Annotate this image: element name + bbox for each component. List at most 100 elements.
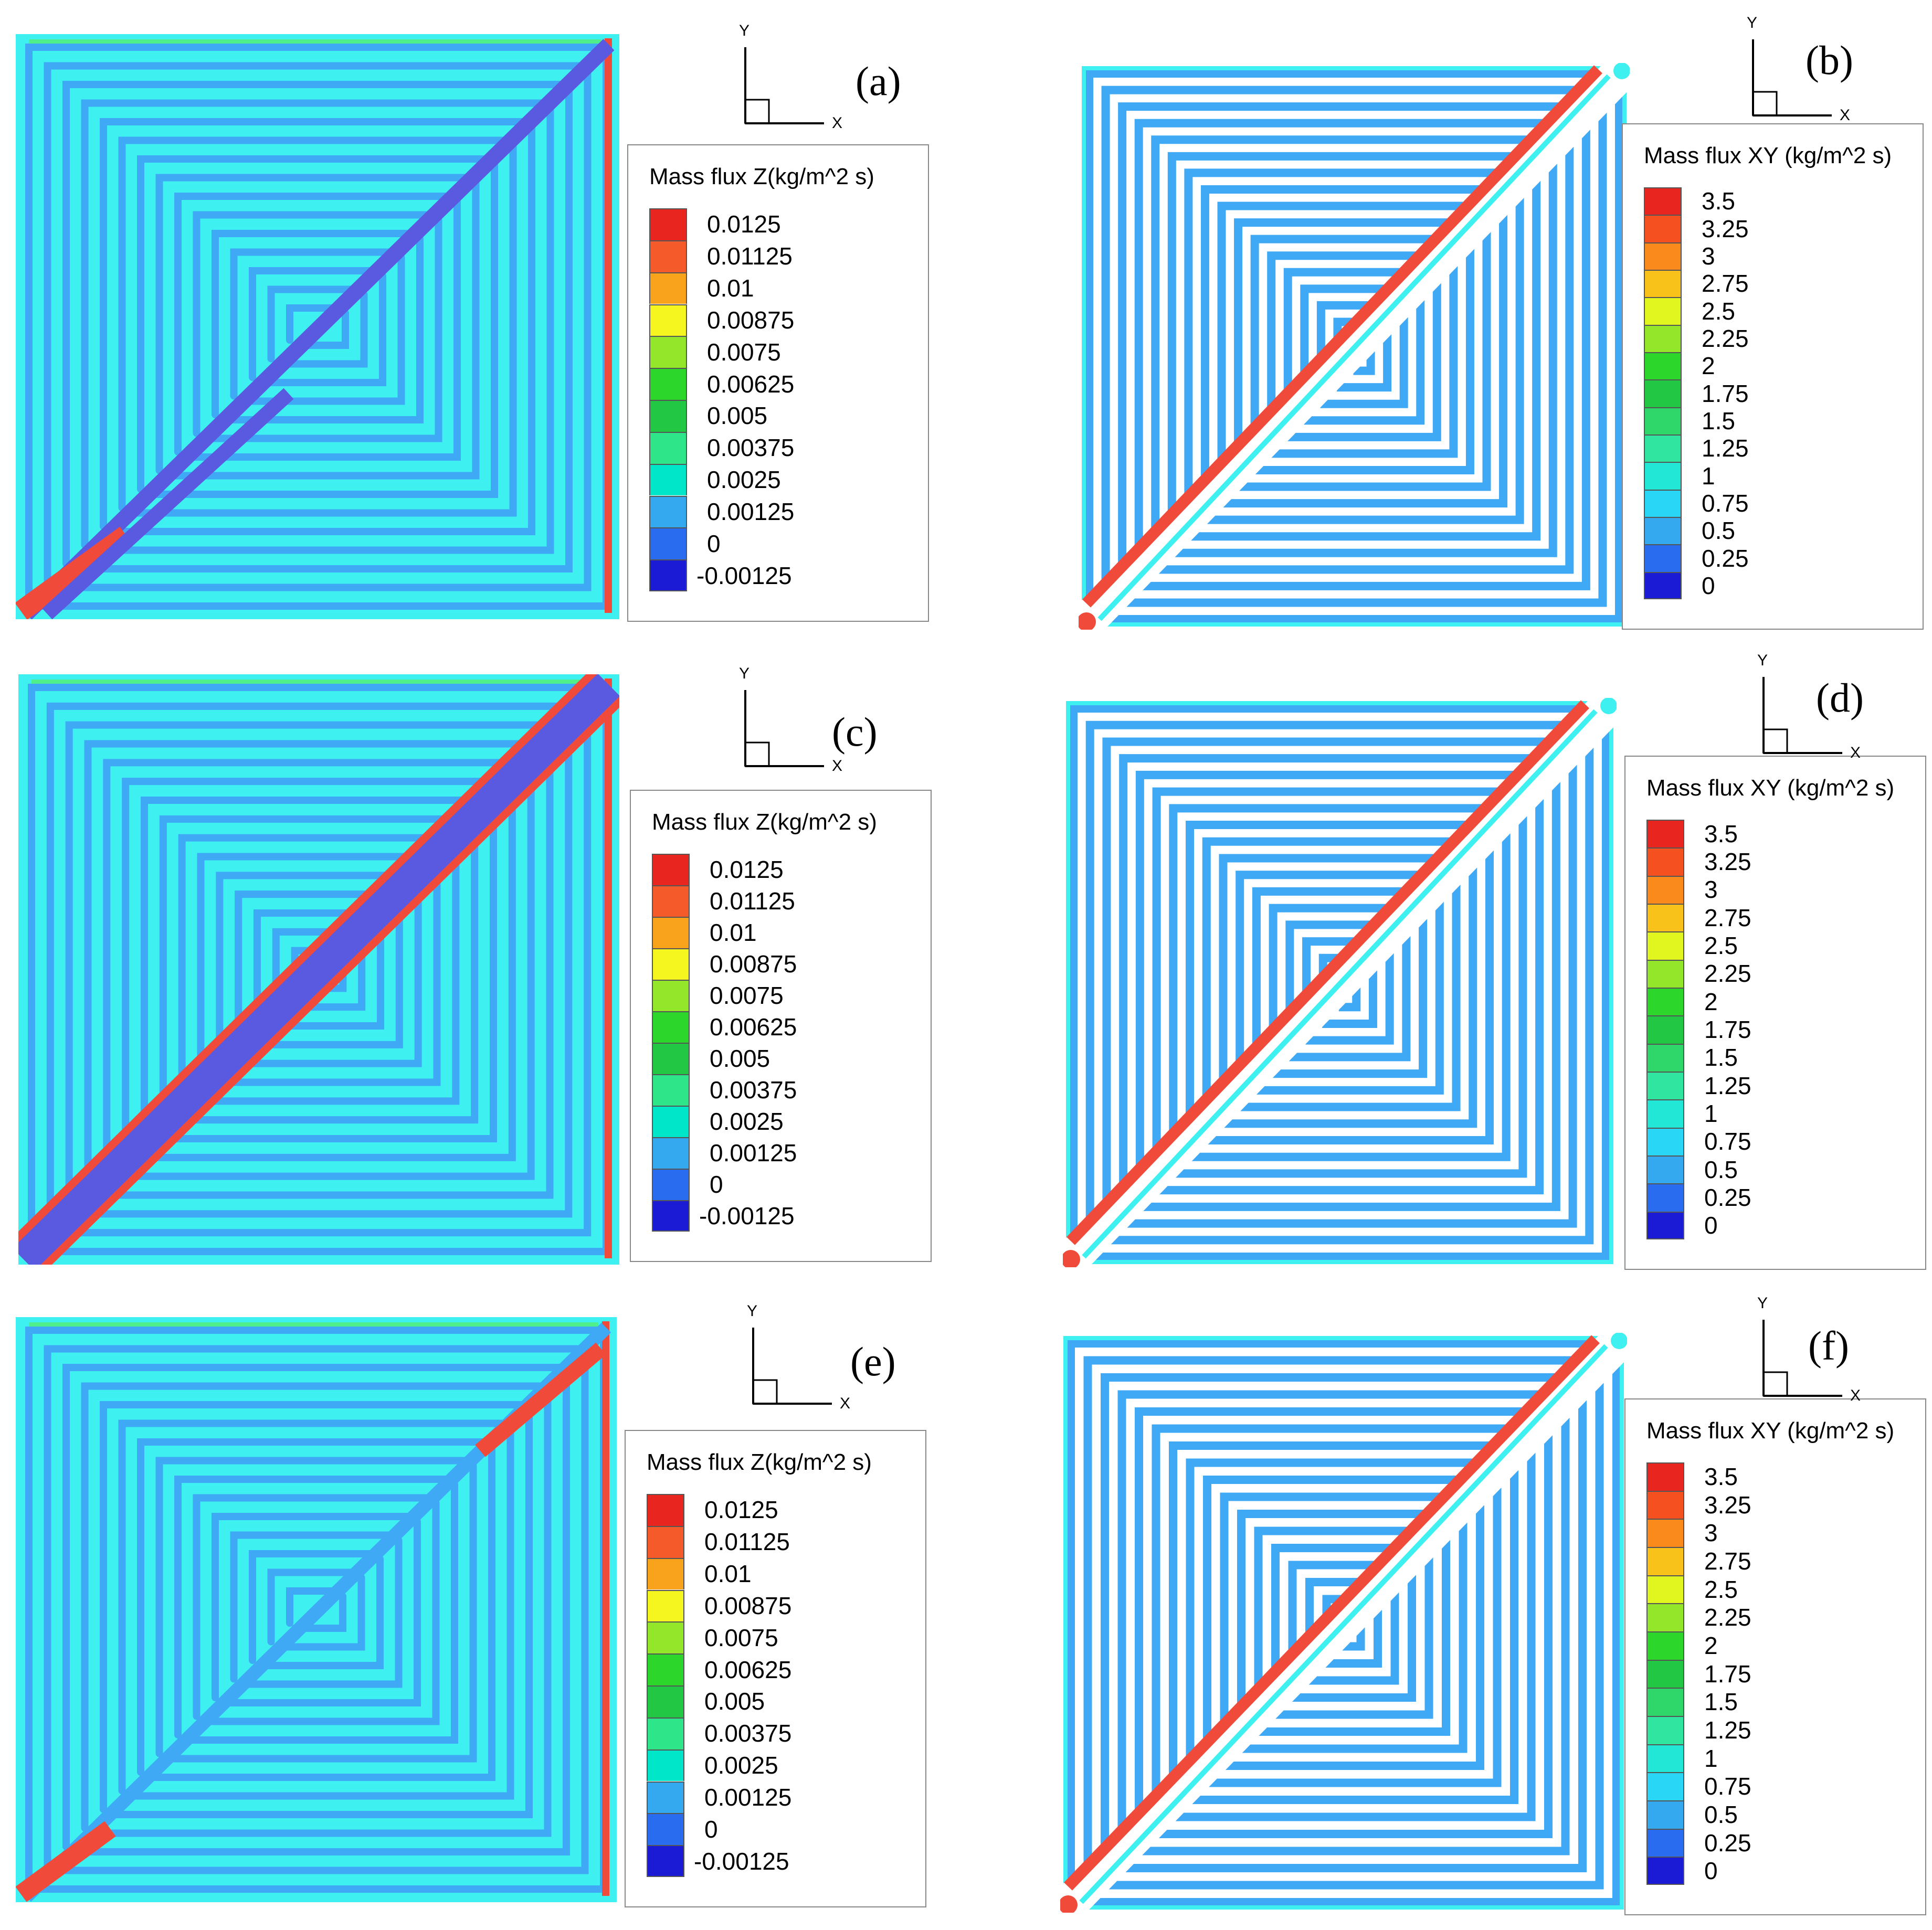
contour-svg — [18, 674, 619, 1265]
colorbar-tick-label: 1.75 — [1704, 1660, 1751, 1688]
axis-x-label: X — [1850, 1387, 1861, 1404]
channel-lower — [1291, 1564, 1416, 1702]
colorbar-tick-label: 0 — [704, 1815, 718, 1843]
colorbar-swatch — [649, 431, 687, 464]
colorbar-tick-label: 3.5 — [1704, 1462, 1738, 1490]
colorbar-swatch — [647, 1813, 684, 1846]
contour-plot-e — [16, 1317, 617, 1902]
colorbar-tick-label: 0.01 — [710, 919, 757, 946]
contour-band-upper — [62, 81, 567, 567]
colorbar-swatch — [647, 1653, 684, 1685]
channel-upper — [1236, 871, 1424, 1075]
channel-lower — [1308, 1581, 1399, 1685]
contour-band-upper — [81, 1382, 546, 1832]
contour-band-lower — [146, 802, 497, 1142]
panel-label: (f) — [1808, 1323, 1849, 1369]
colorbar-tick-label: 3.25 — [1702, 215, 1749, 242]
axis-x-label: X — [840, 1395, 851, 1412]
channel-lower — [1172, 807, 1527, 1178]
colorbar-swatch — [1646, 1015, 1684, 1044]
colorbar-tick-label: 0.005 — [710, 1045, 770, 1072]
channel-lower — [1139, 774, 1560, 1211]
channel-lower — [1189, 824, 1511, 1161]
channel-upper — [1169, 804, 1491, 1141]
colorbar-tick-label: 0.005 — [704, 1688, 765, 1715]
colorbar-swatch — [1646, 1828, 1684, 1857]
channel-upper — [1152, 1424, 1516, 1801]
colorbar-tick-label: 1.25 — [1704, 1072, 1751, 1099]
colorbar-tick-label: 3.5 — [1704, 820, 1738, 847]
colorbar-swatch — [652, 1011, 690, 1043]
colorbar-tick-label: 0.0125 — [704, 1496, 778, 1524]
channel-upper — [1169, 1441, 1498, 1784]
colorbar-tick-label: 0.0075 — [707, 338, 781, 366]
colorbar-tick-label: 0.00625 — [707, 370, 795, 398]
outlet-port — [1611, 1333, 1627, 1349]
colorbar-swatch — [649, 368, 687, 400]
channel-upper — [1237, 1510, 1430, 1716]
contour-band-lower — [217, 235, 424, 423]
channel-lower — [1320, 304, 1408, 408]
contour-band-lower — [108, 764, 535, 1180]
colorbar-tick-label: 1.25 — [1702, 434, 1749, 462]
colorbar-tick-label: 3.25 — [1704, 1491, 1751, 1519]
colorbar-swatch — [652, 1200, 690, 1232]
contour-band-lower — [183, 839, 460, 1105]
channel-lower — [1270, 254, 1458, 458]
contour-band-lower — [198, 1499, 440, 1725]
colorbar-swatch — [1646, 1211, 1684, 1239]
colorbar-swatch — [1646, 1099, 1684, 1128]
contour-band-upper — [212, 230, 418, 418]
axis-x-label: X — [832, 757, 843, 775]
colorbar-swatch — [649, 463, 687, 496]
colorbar-tick-label: 0.0075 — [710, 982, 784, 1009]
colorbar-swatch — [1646, 1659, 1684, 1688]
colorbar-swatch — [1644, 489, 1682, 517]
legend-title: Mass flux Z(kg/m^2 s) — [652, 809, 877, 835]
contour-plot-d — [1063, 698, 1617, 1267]
axis-y-label: Y — [747, 1302, 758, 1320]
colorbar-swatch — [1646, 931, 1684, 960]
channel-upper — [1267, 251, 1421, 421]
contour-band-lower — [217, 1518, 421, 1706]
contour-band-upper — [254, 909, 379, 1024]
contour-band-upper — [122, 778, 511, 1156]
contour-band-lower — [105, 1406, 533, 1818]
contour-band-lower — [49, 1350, 589, 1874]
contour-band-upper — [155, 174, 474, 474]
colorbar-swatch — [649, 495, 687, 528]
contour-band-lower — [123, 142, 517, 517]
colorbar-tick-label: 0.00875 — [710, 950, 797, 978]
channel-lower — [1223, 1496, 1484, 1770]
colorbar-swatch — [1644, 270, 1682, 298]
channel-lower — [1121, 1393, 1587, 1872]
colorbar-swatch — [652, 1043, 690, 1074]
colorbar-swatch — [652, 1074, 690, 1106]
contour-band-upper — [249, 267, 381, 381]
diagonal-core — [20, 39, 615, 619]
channel-lower — [1137, 1410, 1570, 1855]
legend-d: Mass flux XY (kg/m^2 s) 3.5 3.25 3 2.75 2.5 2.… — [1624, 756, 1926, 1270]
colorbar-swatch — [1646, 1547, 1684, 1575]
colorbar-tick-label: 0.5 — [1704, 1155, 1738, 1183]
colorbar-tick-label: 3.5 — [1702, 187, 1735, 215]
contour-band-lower — [180, 1481, 458, 1744]
legend-title: Mass flux XY (kg/m^2 s) — [1646, 775, 1895, 801]
channel-lower — [1103, 1376, 1604, 1890]
colorbar-tick-label: 0.00625 — [710, 1013, 797, 1041]
colorbar-swatch — [649, 559, 687, 591]
colorbar-tick-label: 0.75 — [1702, 489, 1749, 517]
panel-label: (b) — [1806, 37, 1853, 83]
colorbar-swatch — [649, 272, 687, 304]
legend-b: Mass flux XY (kg/m^2 s) 3.5 3.25 3 2.75 2.5 2.… — [1622, 123, 1924, 630]
colorbar-tick-label: 0.0025 — [704, 1752, 778, 1779]
colorbar-swatch — [647, 1589, 684, 1622]
colorbar-tick-label: 1 — [1704, 1100, 1718, 1127]
colorbar-swatch — [649, 208, 687, 240]
channel-upper — [1220, 1492, 1448, 1733]
colorbar-tick-label: 2.5 — [1704, 1575, 1738, 1603]
colorbar-swatch — [649, 240, 687, 272]
contour-band-upper — [267, 1568, 360, 1646]
